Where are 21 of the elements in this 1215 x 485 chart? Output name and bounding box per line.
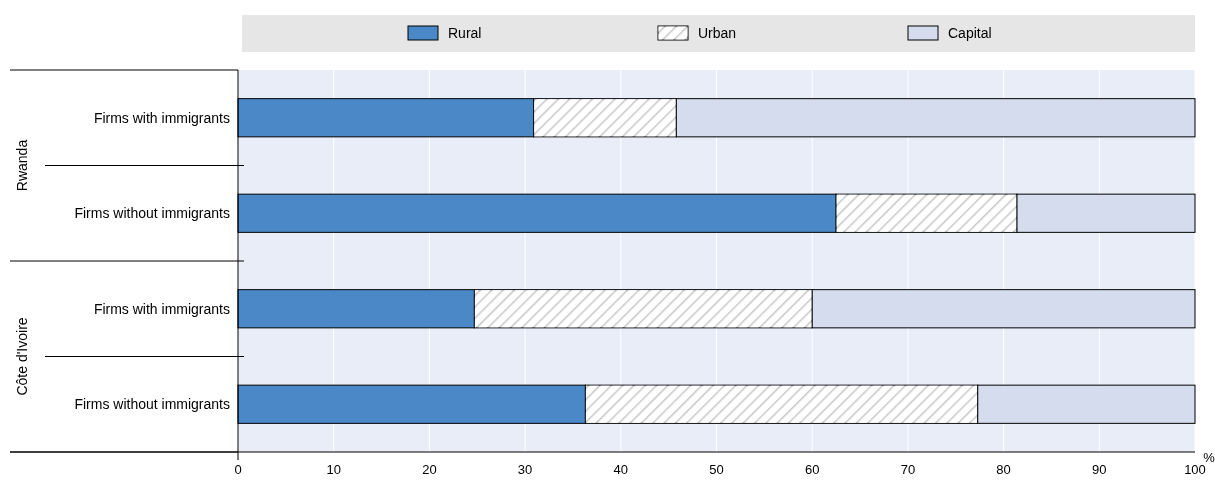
x-axis-title: % — [1203, 450, 1215, 465]
x-tick-label: 60 — [804, 462, 820, 477]
y-tick-label: Firms without immigrants — [74, 396, 230, 413]
x-tick-label: 10 — [326, 462, 341, 477]
legend-label: Capital — [948, 25, 992, 41]
x-tick-label: 20 — [422, 462, 437, 477]
y-tick-label: Firms with immigrants — [93, 300, 230, 317]
x-tick-label: 80 — [996, 462, 1011, 477]
y-tick-label: Firms with immigrants — [93, 109, 230, 126]
x-tick-label: 70 — [900, 462, 916, 477]
x-tick-label: 100 — [1184, 462, 1206, 477]
legend-label: Urban — [698, 25, 737, 41]
x-tick-label: 40 — [613, 462, 629, 477]
text: Rwanda — [14, 139, 30, 192]
x-tick-label: 50 — [709, 462, 724, 477]
text: Côte d'Ivoire — [14, 317, 30, 396]
legend-label: Rural — [448, 25, 482, 41]
x-tick-label: 90 — [1092, 462, 1107, 477]
y-tick-label: Firms without immigrants — [74, 205, 230, 222]
x-tick-label: 0 — [234, 462, 242, 477]
x-tick-label: 30 — [517, 462, 533, 477]
